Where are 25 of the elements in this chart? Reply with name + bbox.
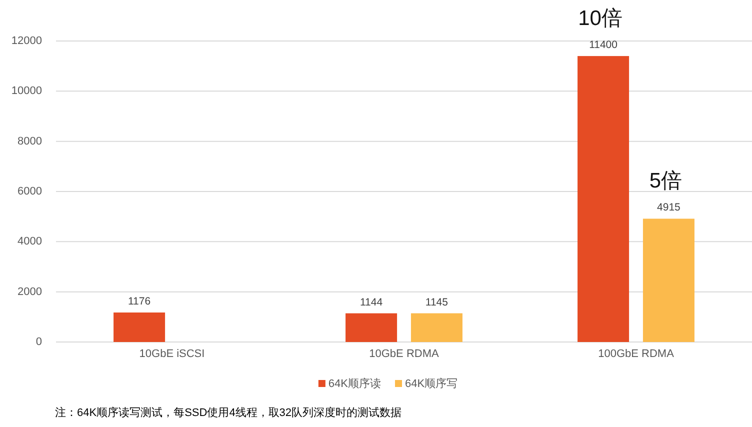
data-label: 1176: [128, 296, 151, 308]
y-tick-label: 8000: [18, 135, 42, 148]
bar: [578, 56, 630, 342]
y-tick-label: 4000: [18, 236, 42, 248]
y-tick-label: 10000: [11, 85, 42, 98]
bar: [642, 218, 694, 342]
y-tick-label: 6000: [18, 186, 42, 198]
x-tick-label: 10GbE RDMA: [369, 348, 440, 360]
bar: [346, 313, 398, 342]
bar: [410, 313, 462, 342]
legend-label: 64K顺序读: [328, 377, 381, 390]
x-tick-label: 10GbE iSCSI: [139, 348, 205, 360]
legend-label: 64K顺序写: [405, 377, 458, 390]
text: 10倍: [578, 7, 622, 30]
data-label: 4915: [657, 202, 681, 214]
bar: [114, 312, 166, 342]
x-tick-label: 100GbE RDMA: [598, 348, 675, 360]
text: 注：64K顺序读写测试，每SSD使用4线程，取32队列深度时的测试数据: [55, 406, 402, 419]
y-tick-label: 0: [36, 336, 42, 348]
data-label: 1144: [360, 296, 383, 308]
data-label: 1145: [425, 296, 448, 308]
data-label: 11400: [589, 39, 618, 52]
y-tick-label: 12000: [11, 35, 42, 47]
annotation: 5倍: [649, 170, 682, 193]
y-tick-label: 2000: [18, 286, 42, 298]
